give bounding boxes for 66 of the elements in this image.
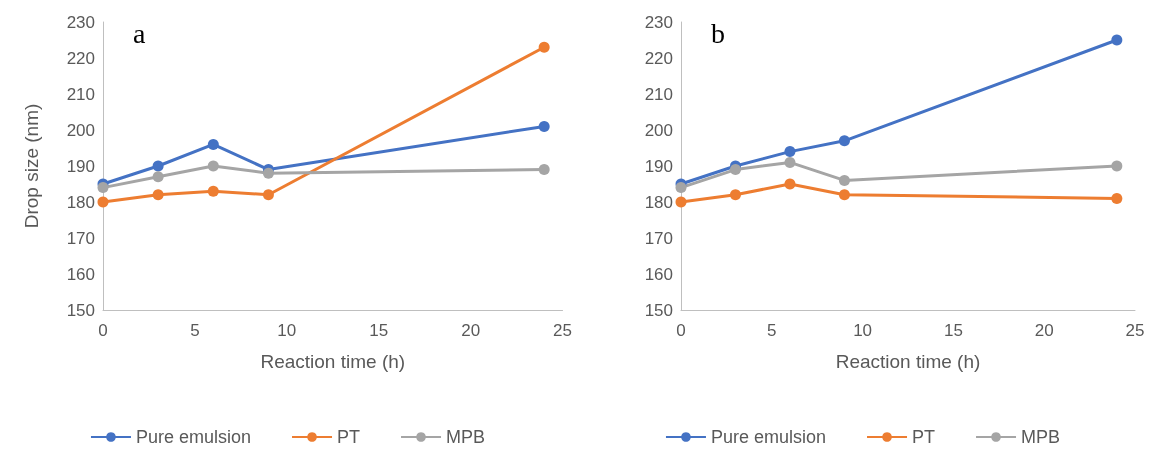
y-tick-label: 220 xyxy=(66,48,95,68)
legend-label: PT xyxy=(337,427,361,447)
x-tick-label: 25 xyxy=(553,321,573,340)
point xyxy=(207,138,219,150)
x-tick-label: 10 xyxy=(277,321,297,340)
point xyxy=(729,164,741,176)
y-tick-label: 160 xyxy=(644,264,673,284)
y-tick-label: 230 xyxy=(644,12,673,32)
x-axis-title: Reaction time (h) xyxy=(260,351,406,372)
chart-title: b xyxy=(711,17,725,49)
x-tick-label: 10 xyxy=(853,321,873,340)
point xyxy=(784,178,796,190)
point xyxy=(838,189,850,201)
x-tick-label: 20 xyxy=(1034,321,1054,340)
y-tick-label: 180 xyxy=(66,192,95,212)
legend-label: MPB xyxy=(1021,427,1061,447)
point xyxy=(207,160,219,172)
x-tick-label: 0 xyxy=(676,321,686,340)
point xyxy=(729,189,741,201)
point xyxy=(538,164,550,176)
point xyxy=(262,189,274,201)
legend-label: Pure emulsion xyxy=(710,427,827,447)
point xyxy=(1111,160,1123,172)
legend-label: PT xyxy=(912,427,936,447)
y-tick-label: 150 xyxy=(66,300,95,320)
point xyxy=(1111,192,1123,204)
y-tick-label: 190 xyxy=(644,156,673,176)
point xyxy=(675,196,687,208)
chart-title: a xyxy=(133,17,146,49)
point xyxy=(97,196,109,208)
y-axis-title: Drop size (nm) xyxy=(21,103,42,229)
x-tick-label: 15 xyxy=(943,321,963,340)
y-tick-label: 200 xyxy=(66,120,95,140)
point xyxy=(838,135,850,147)
point xyxy=(1111,34,1123,46)
point xyxy=(675,182,687,194)
point xyxy=(784,146,796,158)
point xyxy=(538,41,550,53)
x-tick-label: 5 xyxy=(767,321,777,340)
point xyxy=(207,185,219,197)
y-tick-label: 170 xyxy=(66,228,95,248)
y-tick-label: 180 xyxy=(644,192,673,212)
x-axis-title: Reaction time (h) xyxy=(835,351,981,372)
y-tick-label: 160 xyxy=(66,264,95,284)
point xyxy=(784,156,796,168)
y-tick-label: 220 xyxy=(644,48,673,68)
y-tick-label: 200 xyxy=(644,120,673,140)
x-tick-label: 20 xyxy=(461,321,481,340)
legend-label: Pure emulsion xyxy=(135,427,252,447)
y-tick-label: 230 xyxy=(66,12,95,32)
point xyxy=(838,174,850,186)
legend-label: MPB xyxy=(446,427,486,447)
x-tick-label: 25 xyxy=(1125,321,1145,340)
x-tick-label: 0 xyxy=(98,321,108,340)
y-tick-label: 170 xyxy=(644,228,673,248)
point xyxy=(152,171,164,183)
point xyxy=(538,120,550,132)
x-tick-label: 15 xyxy=(369,321,389,340)
y-tick-label: 150 xyxy=(644,300,673,320)
y-tick-label: 190 xyxy=(66,156,95,176)
x-tick-label: 5 xyxy=(190,321,200,340)
point xyxy=(152,189,164,201)
point xyxy=(152,160,164,172)
y-tick-label: 210 xyxy=(66,84,95,104)
point xyxy=(97,182,109,194)
y-tick-label: 210 xyxy=(644,84,673,104)
